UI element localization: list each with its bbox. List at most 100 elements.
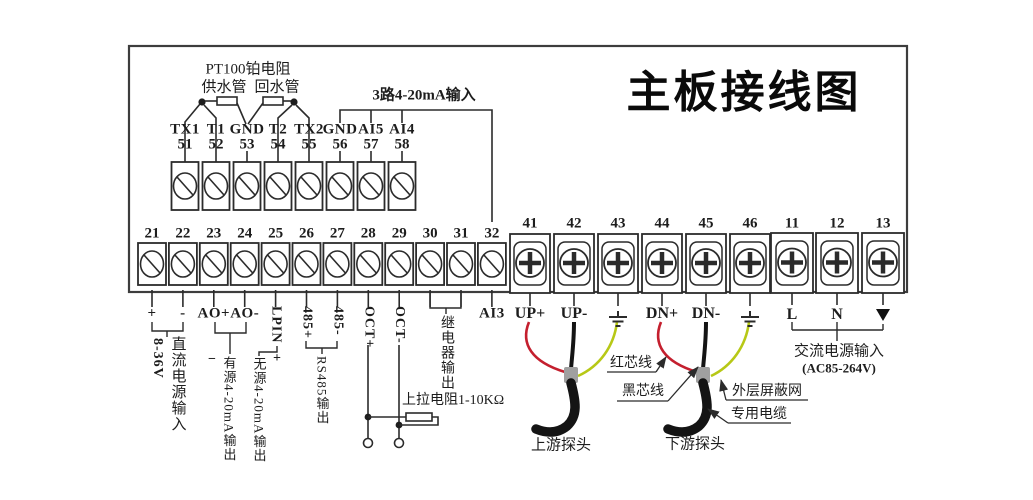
terminal-label: TX1 bbox=[170, 121, 200, 138]
screw-cross-icon bbox=[822, 247, 852, 278]
screw-slot-icon bbox=[234, 172, 260, 200]
screw-slot-icon bbox=[325, 250, 350, 278]
terminal-label: UP+ bbox=[514, 305, 546, 322]
terminal-number: 58 bbox=[394, 136, 410, 153]
screw-cross-icon bbox=[559, 248, 589, 278]
screw-slot-line bbox=[205, 254, 223, 274]
dn-shield-wire bbox=[710, 321, 751, 378]
terminal-label: + bbox=[147, 305, 157, 322]
terminal-number: 42 bbox=[566, 215, 582, 232]
screw-housing bbox=[513, 241, 547, 286]
terminal-label: OCT+ bbox=[361, 306, 377, 349]
shield-label: 外层屏蔽网 bbox=[732, 384, 802, 399]
screw-slot-line bbox=[390, 254, 408, 274]
screw-slot-line bbox=[238, 176, 256, 196]
pt100-resistor-supply bbox=[216, 96, 238, 106]
screw-cross-icon bbox=[691, 248, 721, 278]
up-black-wire bbox=[569, 321, 576, 370]
terminal-number: 27 bbox=[329, 225, 345, 242]
red-core-label: 红芯线 bbox=[610, 356, 652, 371]
terminal-number: 54 bbox=[270, 136, 286, 153]
terminal-label: L bbox=[786, 306, 798, 323]
screw-cross-icon bbox=[647, 248, 677, 278]
terminal-number: 45 bbox=[698, 215, 714, 232]
analog-input-label: 3路4-20mA输入 bbox=[372, 87, 476, 104]
junction-dot bbox=[290, 98, 298, 106]
screw-cross-icon bbox=[515, 248, 545, 278]
terminal-number: 12 bbox=[829, 215, 845, 232]
screw-slot-line bbox=[269, 176, 287, 196]
screw-housing bbox=[557, 241, 591, 286]
terminal-number: 51 bbox=[177, 136, 193, 153]
screw-slot-line bbox=[176, 176, 194, 196]
screw-slot-icon bbox=[417, 250, 443, 278]
relay-output-bracket bbox=[429, 292, 462, 314]
pt100-wiring bbox=[184, 96, 310, 151]
screw-cross-icon bbox=[868, 247, 898, 278]
terminal-number: 24 bbox=[237, 225, 253, 242]
terminal-number: 43 bbox=[610, 215, 626, 232]
screw-housing bbox=[645, 241, 679, 286]
up-cable-sleeve bbox=[564, 367, 578, 383]
pt100-resistor-return bbox=[262, 96, 284, 106]
screw-slot-icon bbox=[355, 250, 381, 278]
screw-slot-line bbox=[297, 254, 316, 274]
dn-red-wire bbox=[656, 321, 698, 374]
screw-slot-icon bbox=[386, 250, 412, 278]
screw-slot-icon bbox=[389, 172, 415, 200]
pullup-resistor-label: 上拉电阻1-10KΩ bbox=[402, 393, 505, 408]
callout-leaders bbox=[607, 356, 808, 424]
passive-output-bracket bbox=[258, 346, 278, 356]
dn-cable bbox=[663, 378, 712, 437]
terminal-number: 11 bbox=[784, 215, 800, 232]
cable-label: 专用电缆 bbox=[731, 407, 787, 422]
dn-black-wire bbox=[701, 321, 708, 370]
terminal-label: LPIN bbox=[268, 306, 284, 344]
pt100-label: PT100铂电阻 bbox=[205, 61, 291, 78]
dn-cable-sleeve bbox=[696, 367, 710, 383]
terminal-number: 57 bbox=[363, 136, 379, 153]
terminal-number: 56 bbox=[332, 136, 348, 153]
terminal-number: 21 bbox=[144, 225, 160, 242]
terminal-label: DN- bbox=[691, 305, 721, 322]
screw-housing bbox=[601, 241, 635, 286]
up-shield-wire bbox=[577, 321, 619, 378]
screw-slot-icon bbox=[263, 250, 288, 278]
screw-housing bbox=[820, 240, 854, 286]
terminal-label: N bbox=[831, 306, 843, 323]
screw-slot-line bbox=[236, 254, 254, 274]
terminal-number: 23 bbox=[206, 225, 222, 242]
screw-slot-line bbox=[300, 176, 318, 196]
terminal-number: 25 bbox=[268, 225, 284, 242]
screw-slot-line bbox=[359, 254, 377, 274]
screw-slot-line bbox=[421, 254, 439, 274]
screw-slot-icon bbox=[201, 250, 227, 278]
terminal-number: 31 bbox=[453, 225, 469, 242]
rs485-output-label: RS485输出 bbox=[314, 356, 330, 425]
active-output-label: 有源4-20mA输出 bbox=[221, 356, 237, 462]
terminal-label: AI5 bbox=[358, 121, 384, 138]
terminal-label: T2 bbox=[268, 121, 288, 138]
ac-range-label: (AC85-264V) bbox=[802, 360, 876, 376]
screw-slot-line bbox=[362, 176, 380, 196]
earth-ground-icon bbox=[741, 311, 759, 327]
terminal-number: 52 bbox=[208, 136, 224, 153]
screw-slot-icon bbox=[232, 250, 257, 278]
terminal-number: 53 bbox=[239, 136, 255, 153]
screw-slot-line bbox=[207, 176, 225, 196]
screw-slot-icon bbox=[170, 250, 196, 278]
screw-slot-line bbox=[328, 254, 346, 274]
active-output-bracket bbox=[214, 322, 247, 354]
terminal-strips bbox=[137, 151, 905, 327]
terminal-label: AI4 bbox=[389, 121, 415, 138]
terminal-label: 485+ bbox=[299, 306, 315, 339]
passive-output-label: 无源4-20mA输出 bbox=[251, 357, 267, 463]
terminal-label: AI3 bbox=[479, 305, 505, 322]
screw-cross-icon bbox=[735, 248, 765, 278]
screw-slot-icon bbox=[139, 250, 165, 278]
terminal-label: OCT- bbox=[392, 306, 408, 344]
rs485-bracket bbox=[305, 341, 338, 354]
terminal-number: 41 bbox=[522, 215, 538, 232]
terminal-box bbox=[263, 161, 293, 211]
